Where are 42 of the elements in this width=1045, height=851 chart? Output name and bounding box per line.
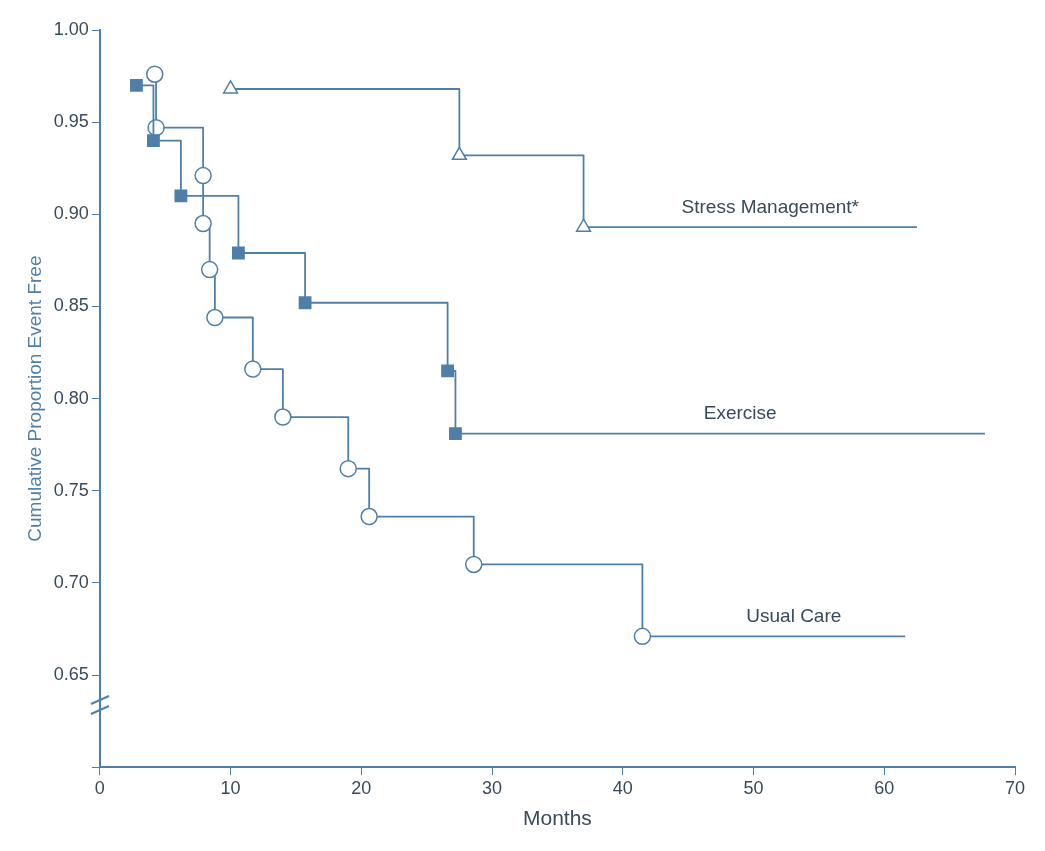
point	[145, 65, 164, 83]
x-tick-label: 70	[1004, 777, 1026, 798]
x-tick-label: 10	[220, 777, 241, 798]
series-label: Usual Care	[746, 605, 842, 627]
point	[222, 80, 239, 94]
x-tick-label: 20	[351, 777, 372, 798]
point	[633, 627, 652, 646]
point	[441, 364, 454, 378]
point	[575, 218, 592, 232]
y-tick-label: 0.80	[53, 387, 89, 408]
point	[464, 555, 483, 574]
x-tick-label: 60	[874, 777, 895, 798]
y-tick-label: 1.00	[53, 18, 89, 39]
point	[147, 134, 160, 147]
point	[298, 296, 312, 310]
point	[339, 459, 357, 478]
x-tick-label: 50	[743, 777, 764, 798]
point	[360, 507, 378, 526]
x-axis-title: Months	[522, 806, 592, 830]
point	[174, 189, 188, 203]
point	[194, 166, 212, 185]
y-tick-label: 0.95	[53, 111, 89, 132]
series-label: Exercise	[703, 402, 777, 424]
series-label: Stress Management*	[681, 195, 860, 217]
point	[244, 360, 262, 378]
point	[449, 427, 462, 441]
y-tick-label: 0.85	[53, 295, 89, 316]
point	[194, 214, 212, 233]
x-tick-label: 0	[94, 777, 105, 798]
point	[206, 308, 224, 327]
y-tick-label: 0.65	[53, 664, 89, 685]
point	[232, 246, 245, 260]
y-axis-title: Cumulative Proportion Event Free	[23, 255, 45, 542]
y-tick-label: 0.70	[53, 571, 89, 592]
point	[274, 408, 292, 426]
point	[200, 260, 219, 279]
y-tick-label: 0.90	[53, 203, 89, 224]
x-tick-label: 30	[482, 777, 503, 798]
y-tick-label: 0.75	[53, 479, 89, 500]
point	[130, 78, 143, 92]
x-tick-label: 40	[612, 777, 633, 798]
point	[451, 146, 468, 161]
